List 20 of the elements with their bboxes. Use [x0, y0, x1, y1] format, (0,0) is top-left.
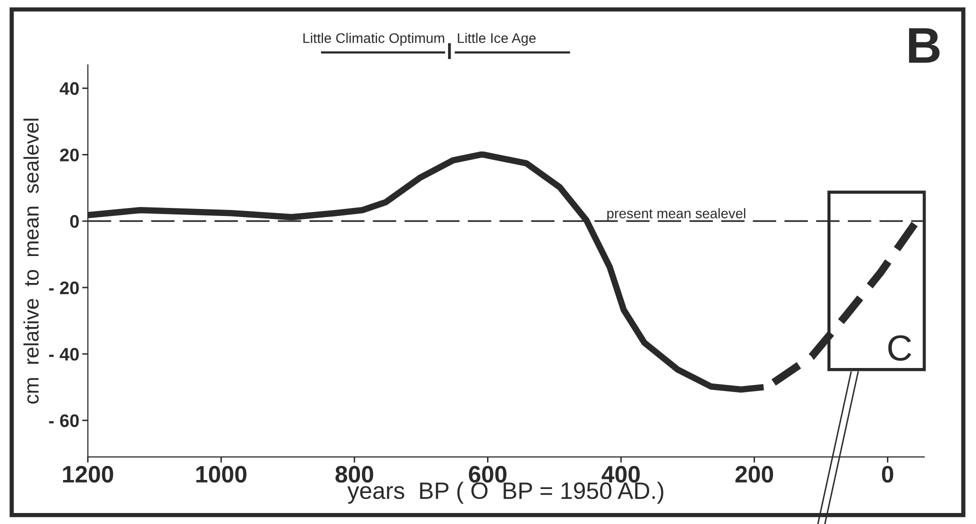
x-tick-label: 200	[735, 466, 774, 483]
x-axis-title: years BP ( O BP = 1950 AD.)	[347, 482, 664, 504]
ref-line-label: present mean sealevel	[607, 208, 746, 222]
text: B	[909, 28, 940, 63]
x-tick-label: 800	[335, 466, 374, 483]
y-tick-label: - 60	[49, 414, 79, 428]
x-tick-label: 0	[882, 466, 894, 483]
y-tick-label: - 20	[49, 281, 79, 294]
x-tick-label: 1000	[196, 466, 246, 483]
text: Little Climatic Optimum	[303, 32, 444, 46]
y-axis-title: cm relative to mean sealevel	[23, 118, 39, 404]
y-tick-label: 20	[60, 148, 79, 162]
x-tick-label: 400	[602, 466, 640, 483]
x-tick-label: 1200	[63, 466, 114, 483]
annotation: C	[888, 335, 912, 361]
y-tick-label: - 40	[49, 348, 79, 361]
y-tick-label: 0	[70, 215, 79, 228]
text: Little Ice Age	[458, 32, 536, 46]
y-tick-label: 40	[60, 82, 79, 95]
x-tick-label: 600	[468, 466, 506, 483]
